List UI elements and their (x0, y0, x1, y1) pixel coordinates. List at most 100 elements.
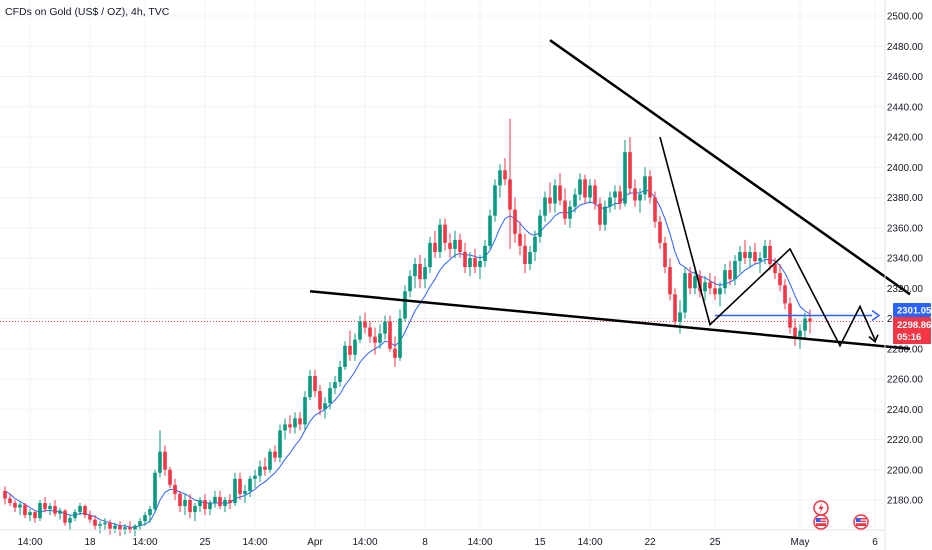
us-flag-icon-stripe (816, 522, 826, 524)
candle-body (808, 318, 812, 322)
candle-body (213, 496, 217, 504)
candle-body (3, 490, 7, 499)
candle-body (708, 282, 712, 289)
candle-body (413, 264, 417, 277)
candle-body (178, 493, 182, 507)
candle-body (243, 490, 247, 494)
level-arrow-head (871, 309, 881, 322)
candle-body (263, 466, 267, 470)
candle-body (138, 521, 142, 526)
candle-body (713, 288, 717, 295)
candle-body (793, 327, 797, 337)
candle-body (298, 418, 302, 425)
y-tick-label: 2320.00 (887, 284, 924, 295)
candle-body (558, 185, 562, 201)
us-flag-event-icon[interactable] (813, 514, 829, 530)
candle-body (388, 321, 392, 349)
x-tick-label: 14:00 (17, 537, 42, 548)
candle-body (118, 525, 122, 531)
candle-body (358, 321, 362, 340)
us-flag-event-icon[interactable] (853, 514, 869, 530)
lightning-event-icon[interactable] (813, 500, 829, 516)
candle-body (193, 506, 197, 513)
moving-average (4, 189, 811, 528)
y-tick-label: 2480.00 (887, 42, 924, 53)
candle-body (448, 242, 452, 249)
candle-body (218, 496, 222, 507)
lightning-icon-bolt (818, 502, 824, 514)
candle-body (408, 276, 412, 292)
y-tick-label: 2360.00 (887, 223, 924, 234)
candle-body (113, 525, 117, 529)
y-tick-label: 2460.00 (887, 72, 924, 83)
candle-body (48, 506, 52, 510)
x-tick-label: 25 (199, 537, 211, 548)
x-tick-label: 25 (709, 537, 721, 548)
candle-body (673, 294, 677, 322)
candle-body (543, 197, 547, 216)
candle-body (28, 512, 32, 516)
candle-body (188, 500, 192, 513)
candle-body (68, 518, 72, 523)
level-price-text: 2301.05 (897, 306, 932, 317)
candle-body (803, 318, 807, 331)
candle-body (773, 264, 777, 274)
candle-body (43, 503, 47, 510)
candle-body (728, 270, 732, 280)
candle-body (363, 321, 367, 328)
candle-body (128, 527, 132, 531)
candle-body (623, 152, 627, 204)
candle-body (233, 478, 237, 504)
candle-body (153, 472, 157, 510)
candle-body (273, 451, 277, 458)
y-tick-label: 2440.00 (887, 102, 924, 113)
candle-body (253, 475, 257, 479)
candle-body (393, 348, 397, 358)
candle-body (293, 418, 297, 428)
candle-body (468, 258, 472, 268)
candle-body (768, 245, 772, 265)
candle-body (498, 170, 502, 186)
candle-body (93, 519, 97, 526)
candle-body (443, 224, 447, 243)
candle-body (38, 503, 42, 519)
level-badge-bg (893, 303, 931, 317)
candle-body (268, 451, 272, 470)
candle-body (18, 504, 22, 508)
candle-body (683, 273, 687, 313)
candle-body (133, 525, 137, 531)
candle-body (488, 215, 492, 246)
candle-body (618, 191, 622, 204)
candle-body (568, 206, 572, 219)
y-tick-label: 2180.00 (887, 496, 924, 507)
candle-body (518, 233, 522, 246)
zigzag-path (659, 136, 876, 348)
time-axis[interactable]: 14:00 18 14:00 25 14:00 Apr 14:00 8 14:00 15 14:00… (17, 537, 878, 548)
candle-body (783, 285, 787, 304)
candle-body (13, 503, 17, 508)
candle-body (648, 176, 652, 198)
x-tick-label: 18 (84, 537, 96, 548)
drawings[interactable] (309, 39, 911, 350)
candle-body (763, 245, 767, 258)
candle-body (753, 251, 757, 262)
candle-body (378, 333, 382, 343)
candle-body (593, 185, 597, 204)
candle-body (183, 500, 187, 507)
candle-body (493, 185, 497, 216)
chart-title: CFDs on Gold (US$ / OZ), 4h, TVC (5, 6, 170, 18)
candle-body (748, 251, 752, 258)
candle-body (538, 215, 542, 237)
candle-body (703, 282, 707, 292)
candle-body (288, 424, 292, 428)
y-tick-label: 2200.00 (887, 465, 924, 476)
candle-body (638, 194, 642, 201)
price-axis[interactable]: 2180.00 2200.00 2220.00 2240.00 2260.00 2280.… (887, 12, 924, 507)
candle-body (308, 375, 312, 398)
y-tick-label: 2400.00 (887, 163, 924, 174)
candle-body (198, 500, 202, 507)
y-tick-label: 2380.00 (887, 193, 924, 204)
